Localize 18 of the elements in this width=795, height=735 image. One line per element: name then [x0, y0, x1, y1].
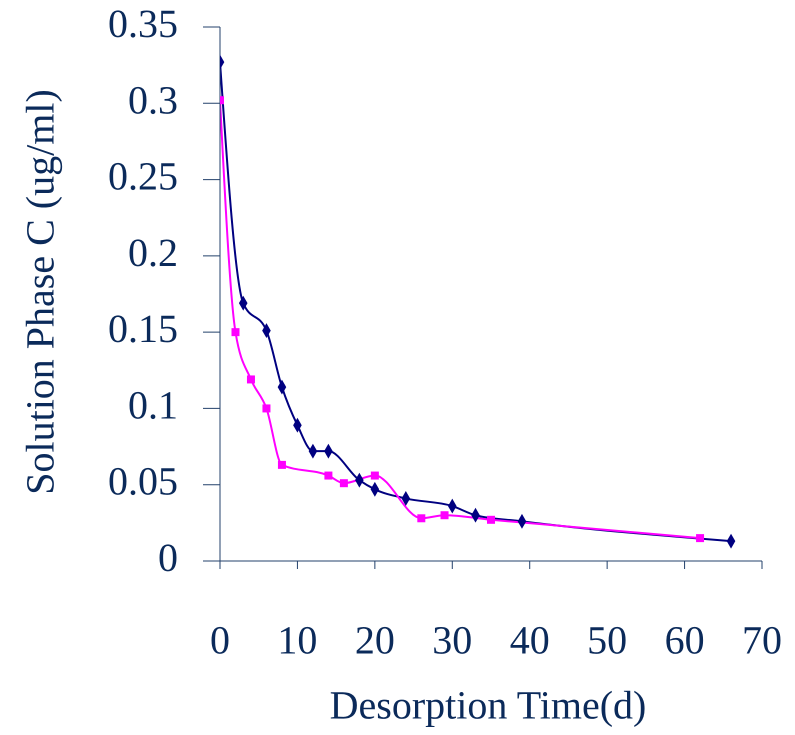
x-tick-label: 10 — [277, 618, 318, 662]
x-tick-label: 30 — [432, 618, 472, 662]
y-axis-title: Solution Phase C (ug/ml) — [18, 89, 62, 495]
y-tick-label: 0 — [158, 535, 178, 580]
y-tick-label: 0.05 — [108, 458, 178, 504]
x-tick-label: 40 — [510, 618, 550, 662]
y-tick-label: 0.35 — [108, 1, 178, 46]
x-tick-label: 20 — [354, 618, 395, 662]
y-tick-label: 0.1 — [128, 382, 178, 428]
y-tick-label: 0.3 — [128, 77, 178, 122]
x-tick-label: 0 — [210, 618, 230, 662]
y-tick-label: 0.2 — [128, 230, 178, 275]
x-axis-title: Desorption Time(d) — [330, 682, 646, 728]
y-tick-label: 0.15 — [108, 306, 178, 352]
y-tick-label: 0.25 — [108, 154, 178, 199]
x-tick-label: 70 — [742, 618, 782, 662]
x-tick-label: 60 — [664, 618, 705, 662]
x-tick-label: 50 — [587, 618, 628, 662]
